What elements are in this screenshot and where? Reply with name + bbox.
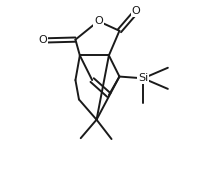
Text: O: O bbox=[132, 7, 141, 16]
Text: O: O bbox=[94, 16, 103, 26]
Text: Si: Si bbox=[138, 73, 148, 83]
Text: O: O bbox=[38, 36, 47, 45]
